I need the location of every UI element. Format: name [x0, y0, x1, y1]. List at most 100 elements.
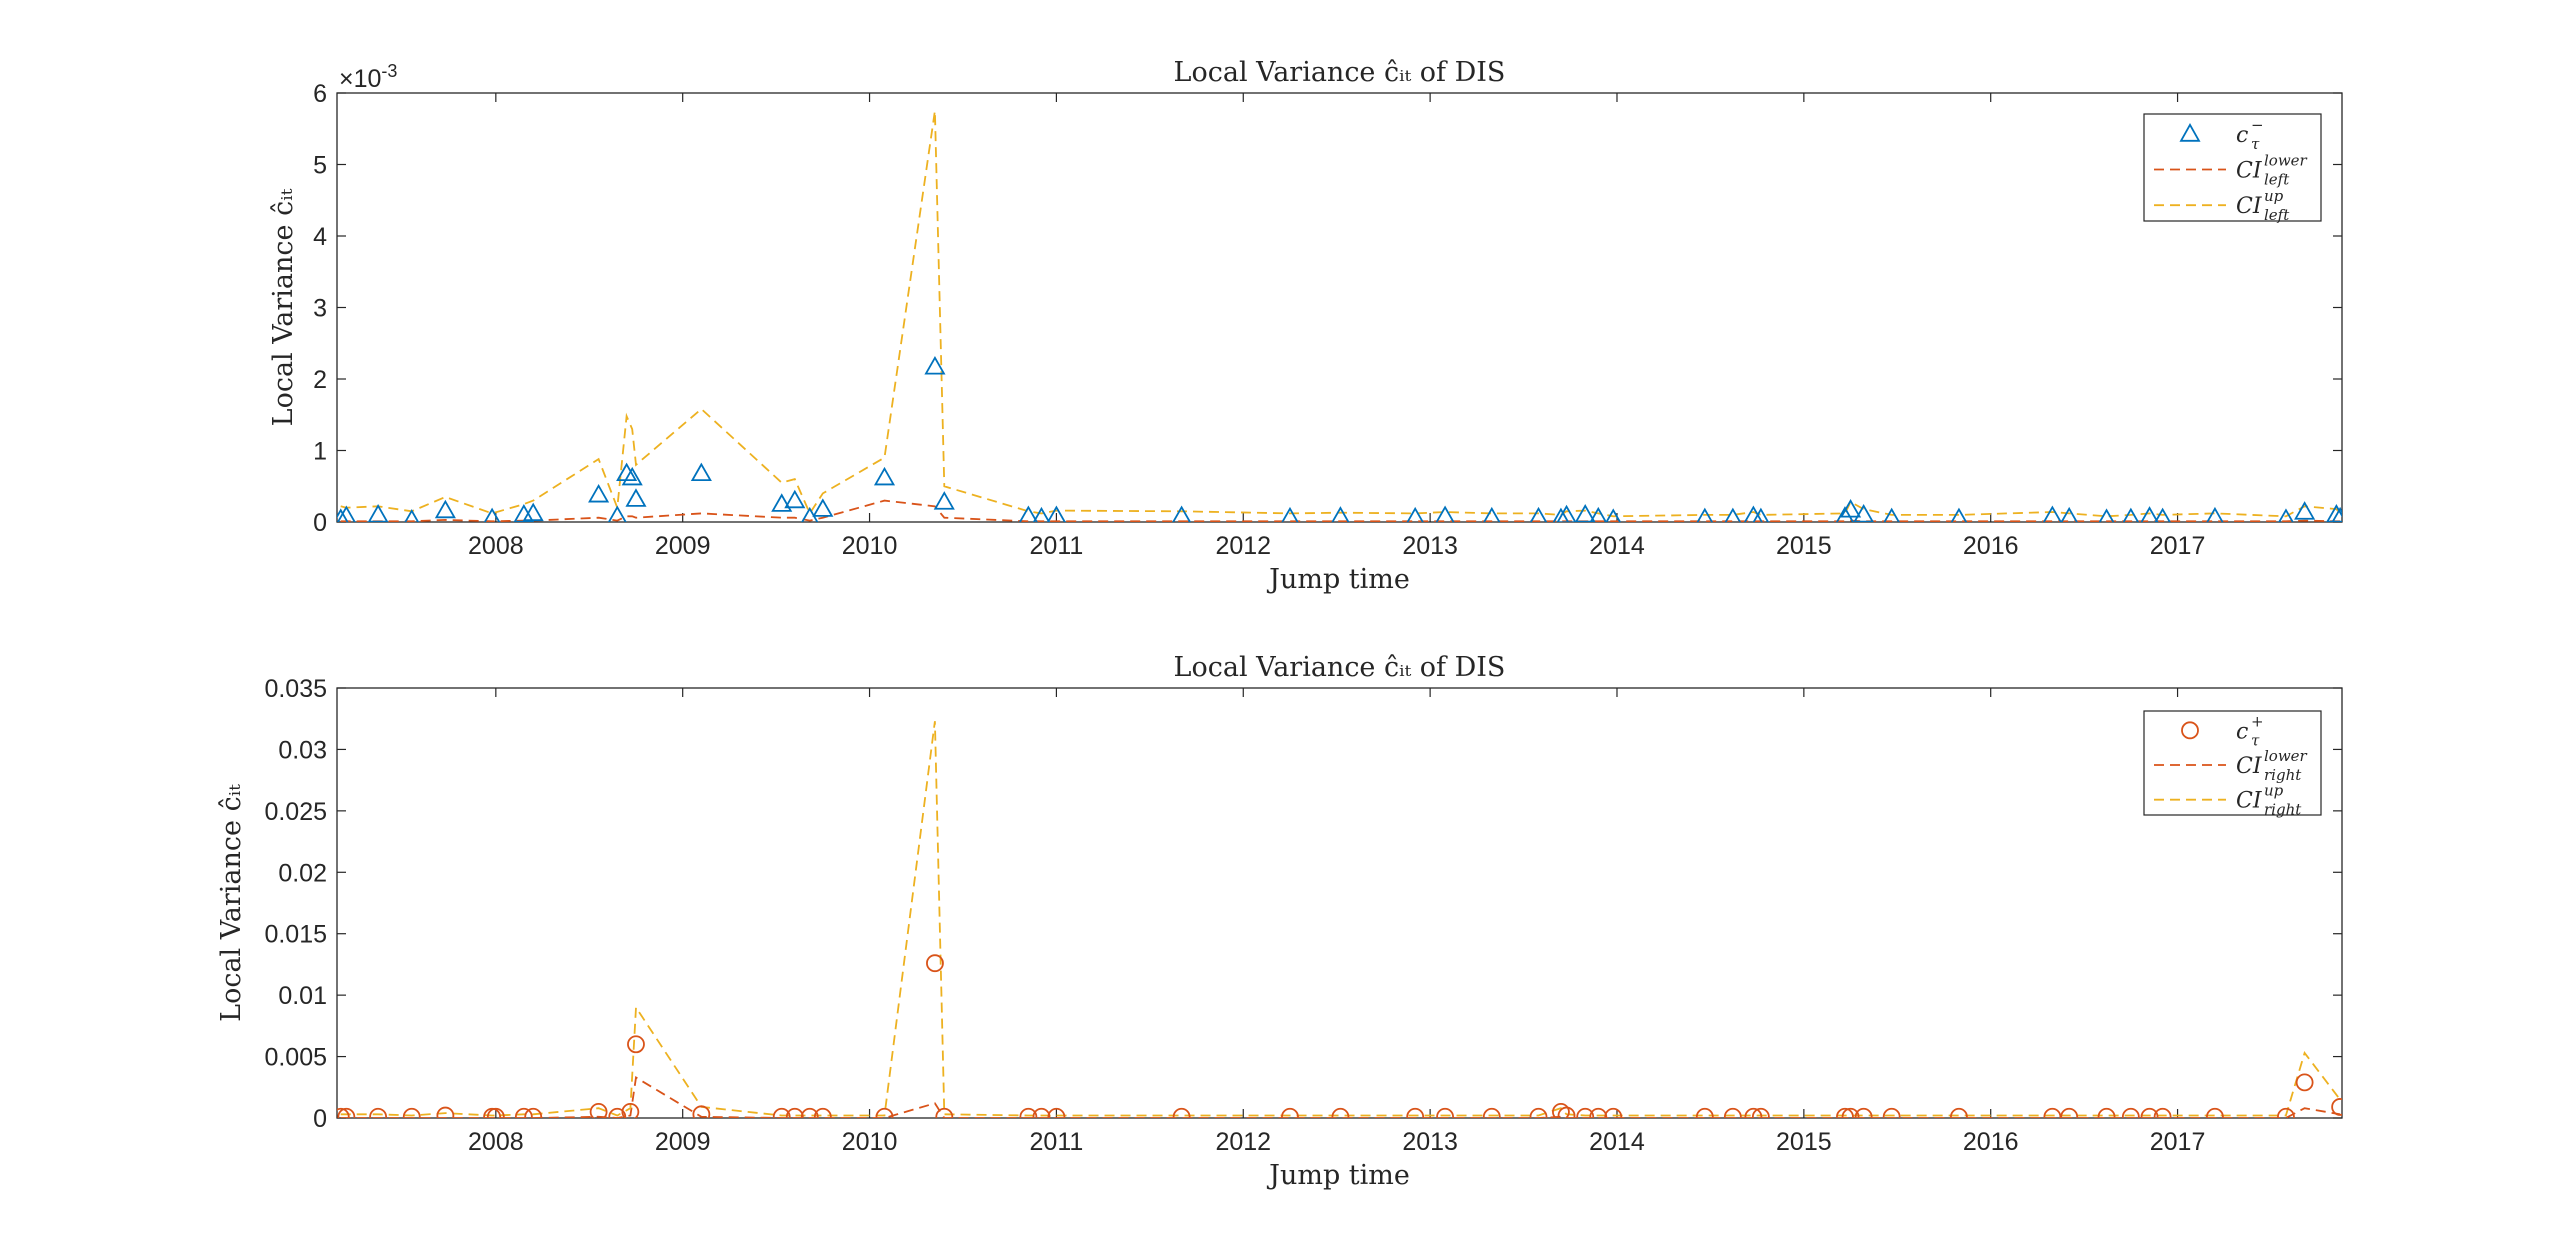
data-point [1604, 1107, 1623, 1118]
data-point [369, 1107, 388, 1118]
x-tick-label: 2011 [1030, 532, 1084, 560]
legend-sup: − [2251, 116, 2264, 134]
legend-sub: left [2264, 171, 2290, 189]
data-point [1331, 1107, 1350, 1118]
data-point [2060, 1107, 2079, 1118]
x-tick-label: 2014 [1589, 532, 1645, 560]
data-point [926, 954, 944, 973]
data-point [1696, 507, 1714, 522]
data-point [935, 1107, 954, 1118]
data-point [1752, 507, 1770, 522]
legend-sup: + [2251, 712, 2264, 730]
legend-sub: right [2264, 801, 2302, 819]
data-point [402, 1107, 421, 1118]
data-point [690, 462, 712, 482]
y-exponent-power: -3 [381, 61, 397, 81]
data-point [1744, 1107, 1763, 1118]
x-tick-label: 2015 [1776, 532, 1832, 560]
x-tick-label: 2010 [842, 532, 898, 560]
data-point [1483, 506, 1501, 522]
data-point [1854, 1107, 1873, 1118]
data-point [1950, 1107, 1968, 1118]
ci-lower-line [340, 499, 2341, 522]
y-tick-label: 3 [313, 295, 327, 323]
data-point [627, 1035, 645, 1054]
data-point [2206, 506, 2224, 522]
ci-up-line [340, 721, 2341, 1117]
data-point [337, 505, 356, 522]
legend-marker-circle [2181, 721, 2199, 740]
y-tick-label: 0 [313, 1105, 327, 1133]
data-point [2295, 1073, 2314, 1092]
data-point [434, 499, 456, 519]
data-point [2140, 1107, 2159, 1118]
data-point [1556, 504, 1577, 522]
y-tick-label: 0.015 [264, 921, 327, 949]
chart-title: Local Variance ĉᵢₜ of DIS [1174, 57, 1506, 88]
legend-sup: lower [2264, 747, 2308, 765]
data-point [1950, 507, 1968, 522]
bottom-panel: 2008 2009 2010 2011 2012 2013 2014 2015 2016 2017… [216, 652, 2343, 1191]
x-tick-label: 2016 [1963, 1128, 2019, 1156]
x-tick-label: 2009 [655, 1128, 711, 1156]
y-axis-label: Local Variance ĉᵢₜ [268, 188, 299, 426]
data-point [800, 1107, 819, 1118]
data-point [1331, 506, 1350, 522]
data-point [589, 1102, 608, 1118]
data-point [784, 489, 806, 509]
data-point [436, 1106, 455, 1118]
data-point [2154, 507, 2171, 522]
x-tick-label: 2013 [1402, 532, 1458, 560]
data-point [337, 1107, 356, 1118]
x-tick-label: 2017 [2150, 532, 2206, 560]
legend-sub: right [2264, 766, 2302, 784]
legend-sup: up [2264, 187, 2284, 205]
data-point [1840, 499, 1862, 518]
legend-label: c [2236, 719, 2248, 744]
data-point [514, 1107, 533, 1118]
legend-box [2143, 710, 2322, 816]
data-point [524, 1107, 543, 1118]
data-point [1436, 1107, 1454, 1118]
top-panel: 2008 2009 2010 2011 2012 2013 2014 2015 2016 2017… [268, 57, 2343, 595]
x-tick-label: 2009 [655, 532, 711, 560]
legend-label: CI [2236, 194, 2263, 219]
data-point [337, 1107, 350, 1118]
data-point [1529, 506, 1548, 522]
y-tick-label: 0.005 [264, 1044, 327, 1072]
data-point [875, 1107, 894, 1118]
y-axis-label: Local Variance ĉᵢₜ [216, 784, 247, 1022]
x-axis-label: Jump time [1266, 1160, 1410, 1191]
ci-lower-line [340, 1076, 2341, 1118]
data-point [1882, 1107, 1901, 1118]
data-point [1172, 1107, 1191, 1118]
data-point [1574, 504, 1596, 522]
data-point [367, 504, 389, 522]
data-point [1724, 507, 1742, 522]
x-tick-label: 2017 [2150, 1128, 2206, 1156]
data-point [625, 488, 647, 507]
y-tick-label: 1 [313, 438, 327, 466]
data-point [486, 1107, 505, 1118]
data-point [1482, 1107, 1501, 1118]
data-point [1883, 507, 1900, 522]
legend-sup: lower [2264, 152, 2308, 170]
y-tick-label: 6 [313, 80, 327, 108]
x-tick-label: 2016 [1963, 532, 2019, 560]
data-point [2278, 508, 2294, 522]
legend-marker-triangle [2179, 122, 2201, 142]
x-tick-label: 2010 [842, 1128, 898, 1156]
data-point [1552, 507, 1570, 522]
y-exponent: ×10-3 [339, 61, 397, 93]
x-tick-label: 2012 [1215, 532, 1271, 560]
data-point [924, 356, 946, 375]
data-point [2042, 505, 2062, 522]
data-point [1751, 1107, 1770, 1118]
y-tick-label: 0.035 [264, 675, 327, 703]
data-point [337, 508, 349, 522]
data-point [1576, 1107, 1595, 1118]
data-point [1557, 1106, 1576, 1118]
y-tick-label: 0.03 [278, 736, 327, 764]
x-tick-label: 2015 [1776, 1128, 1832, 1156]
